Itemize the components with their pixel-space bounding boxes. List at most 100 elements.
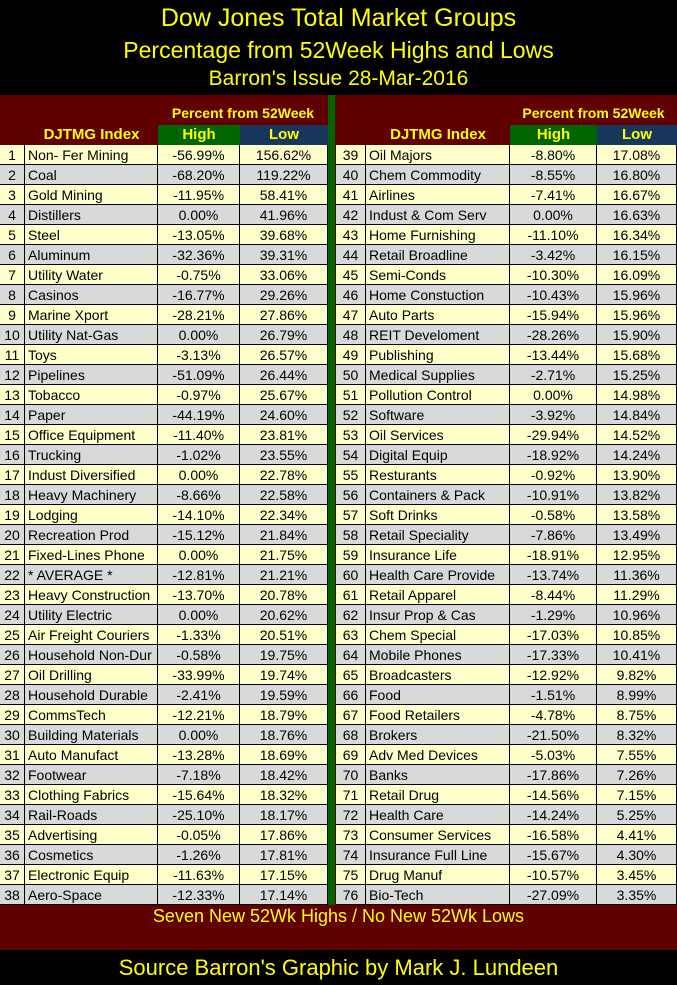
row-low: 5.25%: [597, 805, 677, 825]
row-low: 41.96%: [240, 205, 328, 225]
row-number: 15: [0, 425, 25, 445]
row-number: 56: [336, 485, 366, 505]
row-low: 14.84%: [597, 405, 677, 425]
row-name: Utility Nat-Gas: [25, 325, 158, 345]
row-number: 22: [0, 565, 25, 585]
row-name: Pollution Control: [366, 385, 510, 405]
row-high: -8.80%: [510, 145, 597, 165]
row-low: 12.95%: [597, 545, 677, 565]
row-name: Air Freight Couriers: [25, 625, 158, 645]
row-name: Insurance Life: [366, 545, 510, 565]
row-high: -11.63%: [158, 865, 240, 885]
row-low: 19.59%: [240, 685, 328, 705]
table-divider: [328, 95, 335, 905]
row-name: Tobacco: [25, 385, 158, 405]
row-name: Broadcasters: [366, 665, 510, 685]
row-name: CommsTech: [25, 705, 158, 725]
row-high: -0.92%: [510, 465, 597, 485]
footer-note: Seven New 52Wk Highs / No New 52Wk Lows: [152, 906, 525, 926]
row-low: 18.79%: [240, 705, 328, 725]
row-low: 14.24%: [597, 445, 677, 465]
row-high: -0.97%: [158, 385, 240, 405]
row-high: -0.75%: [158, 265, 240, 285]
row-high: -0.58%: [510, 505, 597, 525]
row-low: 10.85%: [597, 625, 677, 645]
row-number: 65: [336, 665, 366, 685]
row-low: 19.74%: [240, 665, 328, 685]
row-name: Home Furnishing: [366, 225, 510, 245]
row-name: Chem Commodity: [366, 165, 510, 185]
row-low: 156.62%: [240, 145, 328, 165]
row-name: Clothing Fabrics: [25, 785, 158, 805]
row-name: Insur Prop & Cas: [366, 605, 510, 625]
row-high: -13.28%: [158, 745, 240, 765]
row-high: -11.95%: [158, 185, 240, 205]
row-high: -10.30%: [510, 265, 597, 285]
row-low: 20.51%: [240, 625, 328, 645]
row-low: 119.22%: [240, 165, 328, 185]
row-number: 49: [336, 345, 366, 365]
col-header-high-left: High: [158, 125, 240, 145]
row-low: 8.32%: [597, 725, 677, 745]
row-low: 16.80%: [597, 165, 677, 185]
chart-title: Dow Jones Total Market Groups: [160, 4, 517, 32]
source-credit: Source Barron's Graphic by Mark J. Lunde…: [118, 955, 559, 980]
row-number: 32: [0, 765, 25, 785]
row-number: 28: [0, 685, 25, 705]
row-name: Fixed-Lines Phone: [25, 545, 158, 565]
row-low: 14.52%: [597, 425, 677, 445]
issue-date: Barron's Issue 28-Mar-2016: [208, 67, 469, 90]
row-high: -7.18%: [158, 765, 240, 785]
row-number: 61: [336, 585, 366, 605]
row-number: 36: [0, 845, 25, 865]
row-number: 6: [0, 245, 25, 265]
row-low: 13.82%: [597, 485, 677, 505]
row-high: 0.00%: [158, 725, 240, 745]
row-number: 1: [0, 145, 25, 165]
row-low: 18.76%: [240, 725, 328, 745]
row-high: 0.00%: [158, 325, 240, 345]
row-number: 50: [336, 365, 366, 385]
row-name: Toys: [25, 345, 158, 365]
row-name: Chem Special: [366, 625, 510, 645]
row-high: -28.21%: [158, 305, 240, 325]
row-name: Semi-Conds: [366, 265, 510, 285]
row-high: -68.20%: [158, 165, 240, 185]
row-number: 68: [336, 725, 366, 745]
row-high: -11.40%: [158, 425, 240, 445]
row-low: 23.55%: [240, 445, 328, 465]
row-low: 16.15%: [597, 245, 677, 265]
row-high: -12.92%: [510, 665, 597, 685]
row-name: Aluminum: [25, 245, 158, 265]
row-number: 25: [0, 625, 25, 645]
row-name: Trucking: [25, 445, 158, 465]
row-high: -4.78%: [510, 705, 597, 725]
row-number: 47: [336, 305, 366, 325]
row-name: Containers & Pack: [366, 485, 510, 505]
row-name: Food Retailers: [366, 705, 510, 725]
row-high: -5.03%: [510, 745, 597, 765]
row-low: 23.81%: [240, 425, 328, 445]
row-name: Rail-Roads: [25, 805, 158, 825]
row-number: 16: [0, 445, 25, 465]
row-high: -2.71%: [510, 365, 597, 385]
row-name: Airlines: [366, 185, 510, 205]
row-low: 22.78%: [240, 465, 328, 485]
row-number: 18: [0, 485, 25, 505]
row-high: -12.33%: [158, 885, 240, 905]
row-name: Utility Water: [25, 265, 158, 285]
row-low: 10.41%: [597, 645, 677, 665]
row-name: Adv Med Devices: [366, 745, 510, 765]
row-high: -27.09%: [510, 885, 597, 905]
row-number: 69: [336, 745, 366, 765]
row-high: -3.42%: [510, 245, 597, 265]
row-high: -13.44%: [510, 345, 597, 365]
row-high: -14.56%: [510, 785, 597, 805]
row-number: 73: [336, 825, 366, 845]
row-low: 16.63%: [597, 205, 677, 225]
row-low: 4.30%: [597, 845, 677, 865]
row-name: Electronic Equip: [25, 865, 158, 885]
row-number: 54: [336, 445, 366, 465]
row-name: Medical Supplies: [366, 365, 510, 385]
row-name: Steel: [25, 225, 158, 245]
